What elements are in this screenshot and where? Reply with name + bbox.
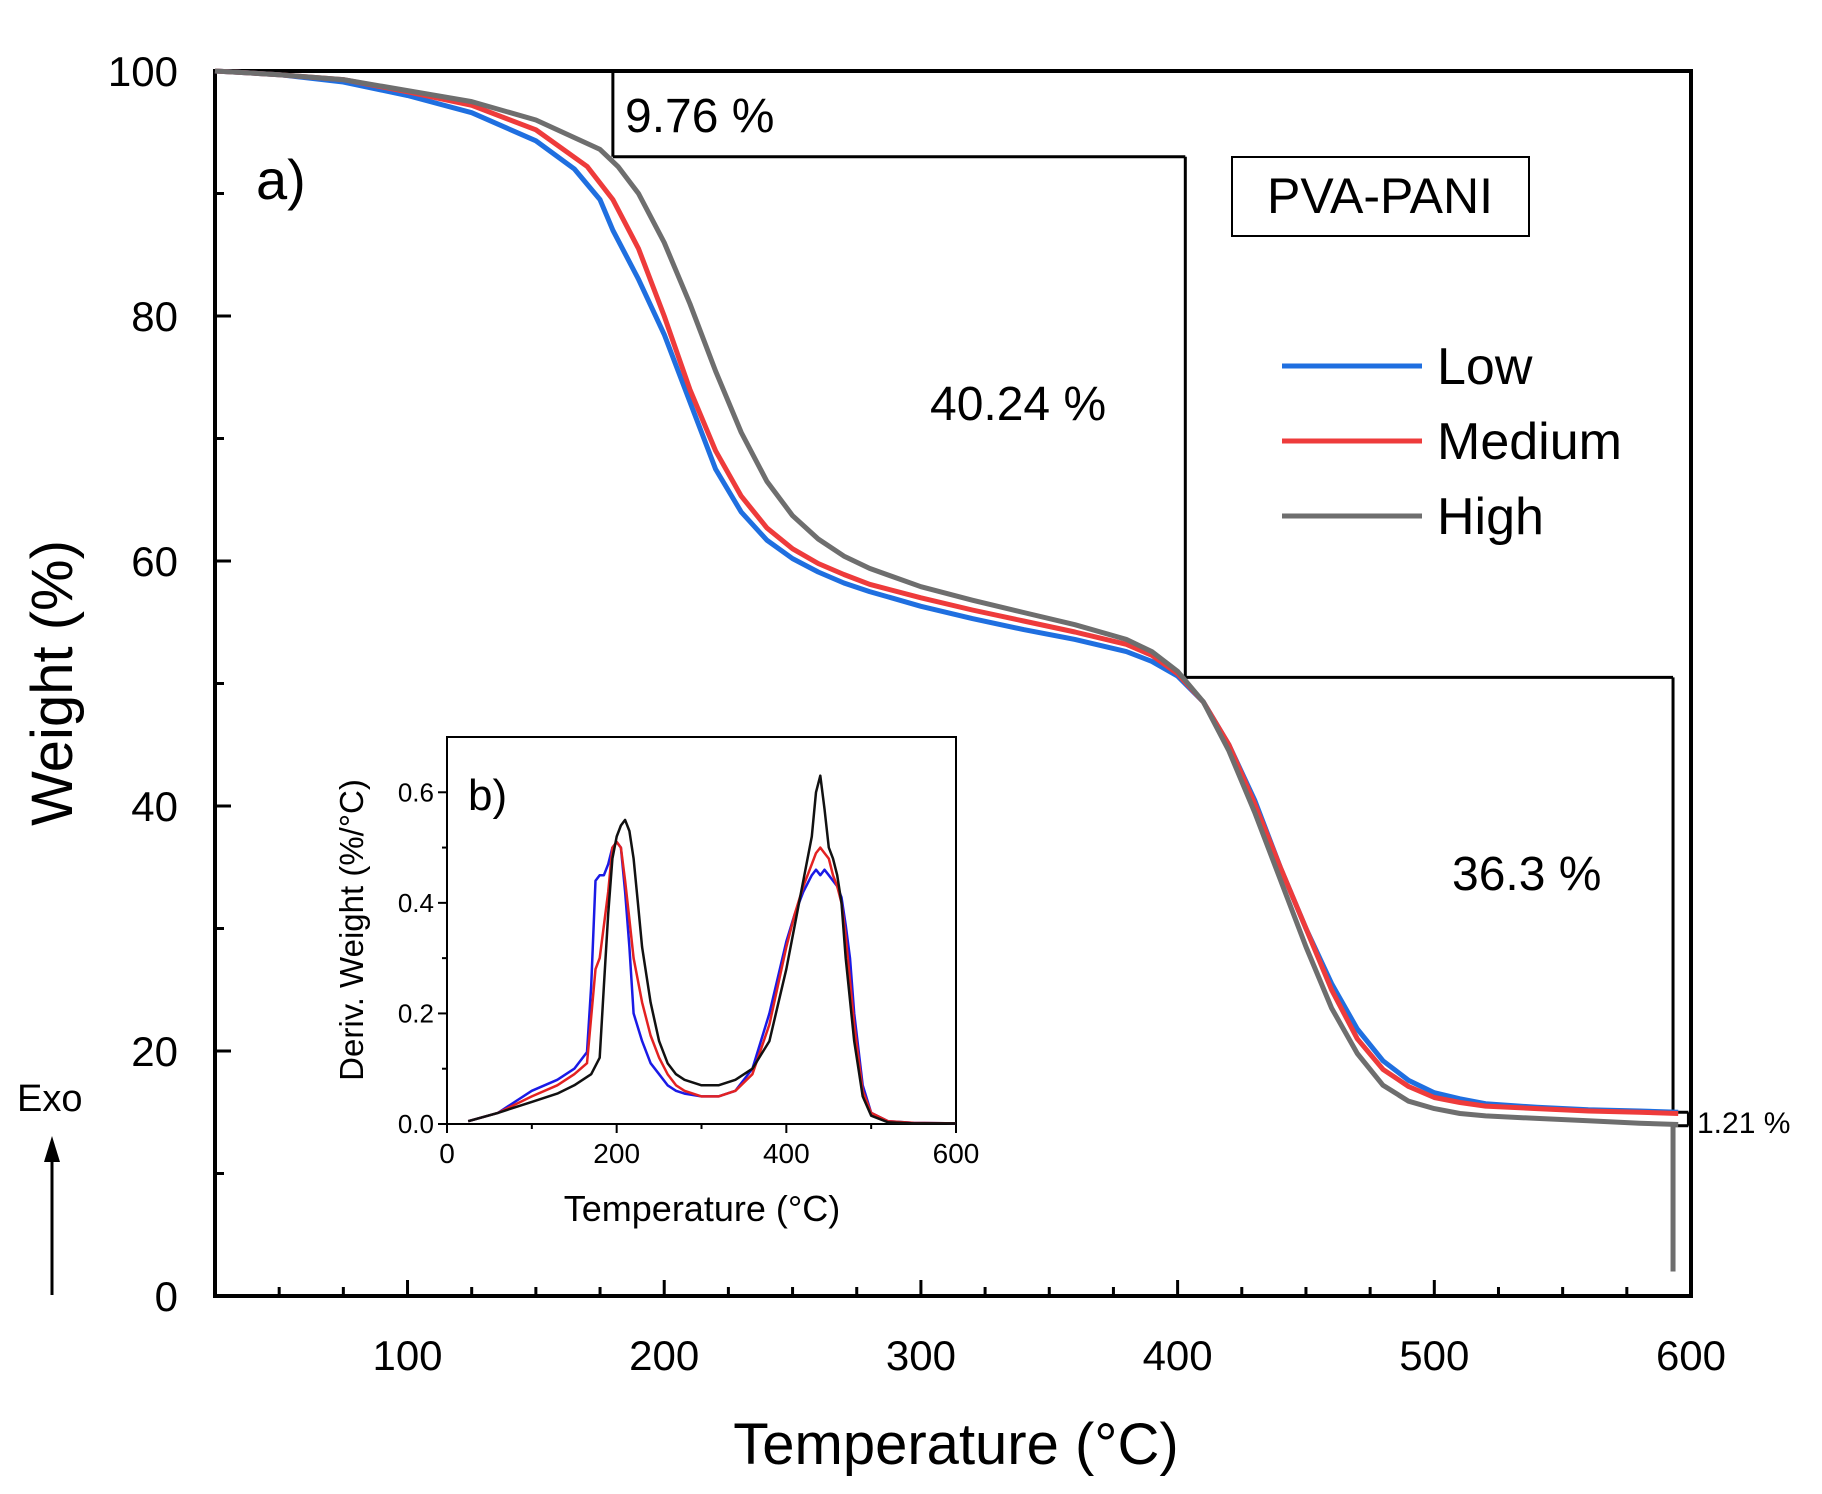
legend: Low Medium High xyxy=(1282,338,1622,546)
panel-label-a: a) xyxy=(256,148,306,211)
x-tick-label: 300 xyxy=(886,1332,956,1379)
y-tick-label: 40 xyxy=(131,783,178,830)
inset-x-tick-label: 600 xyxy=(933,1138,980,1169)
inset-y-axis-label: Deriv. Weight (%/°C) xyxy=(333,779,370,1081)
inset-series-line-high xyxy=(467,774,956,1125)
legend-label-medium: Medium xyxy=(1437,413,1622,471)
annotation-step3: 36.3 % xyxy=(1452,848,1601,901)
inset-y-tick-label: 0.0 xyxy=(398,1109,434,1139)
sample-label-box xyxy=(1231,156,1530,237)
x-tick-label: 600 xyxy=(1656,1332,1726,1379)
inset-x-axis-label: Temperature (°C) xyxy=(564,1188,840,1229)
series-line-high xyxy=(214,68,1679,1127)
inset-plot: 0 200 400 600 0.0 0.2 0.4 0.6 b) Deriv. Weight … xyxy=(333,736,980,1229)
x-tick-label: 400 xyxy=(1143,1332,1213,1379)
inset-y-tick-label: 0.4 xyxy=(398,888,434,918)
inset-x-tick-label: 400 xyxy=(763,1138,810,1169)
annotation-step2: 40.24 % xyxy=(930,378,1106,431)
main-axis-ticks: 100 200 300 400 500 600 0 20 40 60 80 100 xyxy=(108,48,1726,1379)
inset-plot-frame xyxy=(446,736,957,1125)
x-tick-label: 500 xyxy=(1399,1332,1469,1379)
y-tick-label: 80 xyxy=(131,293,178,340)
x-tick-label: 100 xyxy=(372,1332,442,1379)
y-axis-label: Weight (%) xyxy=(20,540,85,826)
inset-y-tick-label: 0.2 xyxy=(398,998,434,1028)
legend-label-high: High xyxy=(1437,488,1544,546)
x-tick-label: 200 xyxy=(629,1332,699,1379)
x-axis-label: Temperature (°C) xyxy=(733,1412,1178,1477)
legend-label-low: Low xyxy=(1437,338,1533,396)
exo-arrow-head xyxy=(44,1136,60,1162)
y-tick-label: 0 xyxy=(155,1273,178,1320)
inset-axis-ticks: 0 200 400 600 0.0 0.2 0.4 0.6 xyxy=(398,777,980,1169)
y-tick-label: 100 xyxy=(108,48,178,95)
main-series-lines xyxy=(214,68,1679,1272)
inset-x-tick-label: 200 xyxy=(593,1138,640,1169)
inset-x-tick-label: 0 xyxy=(439,1138,455,1169)
inset-series-lines xyxy=(467,774,957,1125)
exo-label: Exo xyxy=(17,1078,82,1120)
inset-panel-label-b: b) xyxy=(468,771,507,820)
sample-label: PVA-PANI xyxy=(1267,168,1493,224)
annotation-residue: 1.21 % xyxy=(1697,1107,1790,1140)
annotation-step1: 9.76 % xyxy=(625,90,774,143)
y-tick-label: 60 xyxy=(131,538,178,585)
y-tick-label: 20 xyxy=(131,1028,178,1075)
step-annotation-lines xyxy=(611,71,1690,1128)
series-line-low xyxy=(214,68,1679,1115)
series-line-medium xyxy=(214,68,1679,1116)
inset-y-tick-label: 0.6 xyxy=(398,777,434,807)
